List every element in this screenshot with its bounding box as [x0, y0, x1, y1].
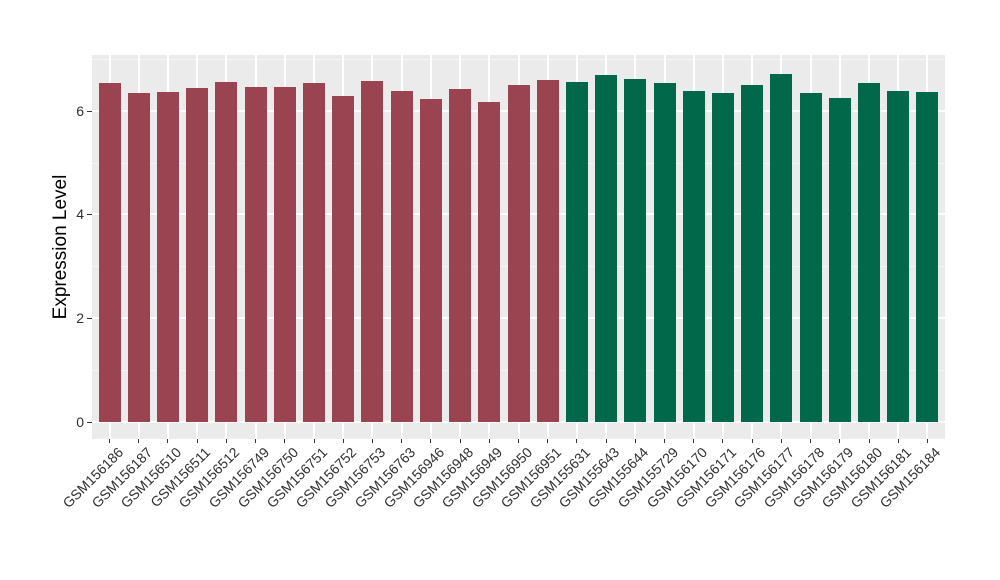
bar-GSM156176 — [741, 85, 764, 422]
x-tick-mark — [167, 439, 169, 443]
x-tick-mark — [401, 439, 403, 443]
x-tick-mark — [576, 439, 578, 443]
bar-GSM155643 — [595, 74, 618, 422]
y-tick-mark — [87, 214, 92, 216]
y-tick-mark — [87, 110, 92, 112]
bar-GSM156177 — [770, 74, 793, 422]
x-tick-mark — [897, 439, 899, 443]
bar-GSM156186 — [98, 82, 121, 422]
bar-GSM156751 — [303, 83, 325, 422]
x-tick-mark — [839, 439, 841, 443]
y-tick-label: 0 — [76, 414, 84, 430]
x-tick-mark — [868, 439, 870, 443]
x-tick-mark — [810, 439, 812, 443]
bar-GSM156753 — [361, 80, 384, 422]
y-tick-mark — [87, 318, 92, 320]
x-tick-mark — [693, 439, 695, 443]
x-tick-mark — [196, 439, 198, 443]
bar-GSM156187 — [127, 92, 150, 422]
x-tick-mark — [518, 439, 519, 443]
bar-GSM156763 — [390, 90, 413, 422]
bar-GSM156180 — [858, 82, 881, 422]
x-tick-mark — [342, 439, 344, 443]
bar-GSM156512 — [215, 81, 238, 422]
y-tick-label: 2 — [76, 310, 84, 327]
bar-GSM156951 — [536, 79, 559, 422]
x-tick-mark — [634, 439, 636, 443]
bar-GSM156510 — [156, 91, 179, 422]
bar-GSM156178 — [799, 93, 822, 422]
y-axis-title: Expression Level — [50, 174, 71, 320]
plot-panel — [92, 55, 945, 439]
x-tick-mark — [138, 439, 140, 443]
bar-GSM156511 — [186, 87, 209, 422]
x-tick-mark — [722, 439, 724, 443]
bar-GSM156752 — [332, 96, 355, 422]
x-tick-mark — [605, 439, 607, 443]
bar-GSM156181 — [887, 90, 910, 422]
bar-GSM156179 — [828, 97, 851, 422]
y-tick-label: 4 — [76, 206, 84, 223]
x-tick-mark — [371, 439, 373, 443]
bar-GSM155729 — [653, 83, 676, 422]
x-tick-mark — [751, 439, 753, 443]
x-tick-mark — [664, 439, 666, 443]
x-tick-mark — [109, 439, 111, 443]
bar-GSM155644 — [624, 78, 647, 422]
y-tick-label: 6 — [76, 102, 84, 119]
bar-GSM156171 — [711, 93, 734, 422]
y-tick-mark — [87, 422, 92, 423]
bar-GSM156949 — [478, 102, 501, 422]
x-tick-mark — [255, 439, 257, 443]
x-tick-mark — [459, 439, 461, 443]
x-tick-mark — [284, 439, 286, 443]
bar-GSM156184 — [916, 91, 939, 422]
bar-GSM156750 — [273, 87, 296, 422]
x-tick-mark — [547, 439, 549, 443]
bar-GSM156749 — [244, 87, 267, 422]
x-tick-mark — [313, 439, 315, 443]
bar-GSM155631 — [565, 82, 588, 422]
x-tick-mark — [780, 439, 782, 443]
bar-GSM156948 — [449, 88, 472, 422]
x-tick-mark — [926, 439, 928, 443]
bar-GSM156170 — [682, 90, 705, 422]
bar-GSM156946 — [419, 99, 442, 422]
bar-GSM156950 — [507, 84, 530, 422]
x-tick-mark — [430, 439, 432, 443]
x-tick-mark — [225, 439, 227, 443]
x-tick-mark — [488, 439, 490, 443]
